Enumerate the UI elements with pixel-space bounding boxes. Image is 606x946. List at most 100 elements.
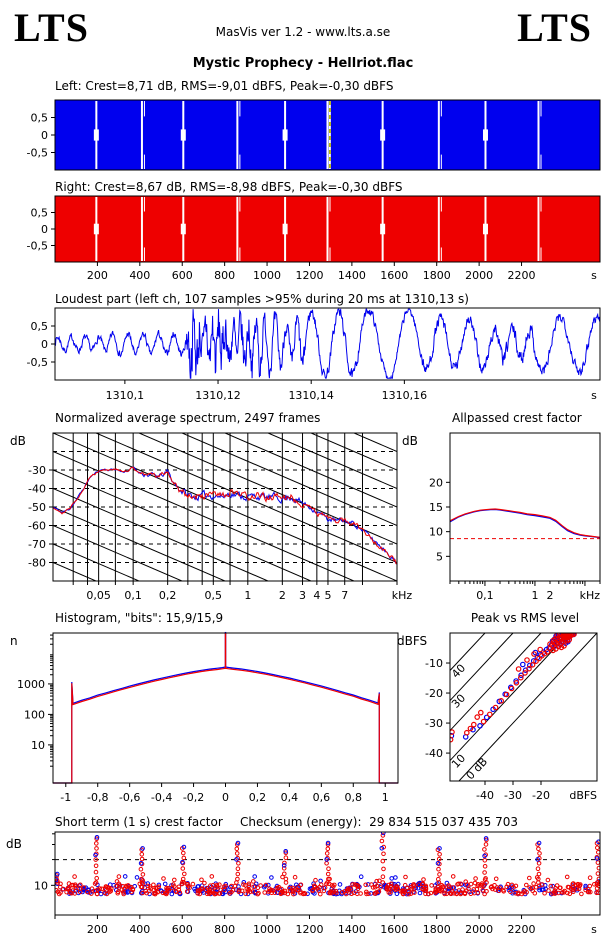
scatter-point <box>326 876 331 882</box>
x-tick-label: 1600 <box>380 269 408 282</box>
scatter-point <box>536 840 542 846</box>
scatter-point <box>377 878 382 884</box>
scatter-point <box>162 881 168 887</box>
scatter-point <box>596 865 600 871</box>
right-channel-stats: Right: Crest=8,67 dB, RMS=-8,98 dBFS, Pe… <box>55 180 403 194</box>
x-axis-unit: kHz <box>580 589 601 602</box>
allpassed-crest-plot: 5 10 15 20 0,1 1 2 kHz dB <box>402 432 601 602</box>
scatter-point <box>483 876 488 881</box>
scatter-point <box>388 889 393 895</box>
scatter-point <box>558 885 563 891</box>
scatter-point <box>93 869 99 875</box>
scatter-point <box>420 881 425 887</box>
scatter-point <box>450 874 456 879</box>
scatter-point <box>558 644 565 651</box>
scatter-point <box>283 880 289 885</box>
scatter-point <box>547 645 554 652</box>
track-gap <box>239 197 241 212</box>
scatter-point <box>209 874 215 879</box>
y-tick-label: -40 <box>425 747 443 760</box>
scatter-point <box>327 890 333 896</box>
scatter-point <box>251 879 256 884</box>
scatter-point <box>337 882 343 887</box>
scatter-point <box>94 841 99 846</box>
scatter-point <box>511 885 516 890</box>
right-waveform-plot: 0,5 0 -0,5 200 400 600 800 1000 1200 1400 1600 1800… <box>27 195 601 282</box>
scatter-point <box>204 891 210 897</box>
x-tick-label: 1200 <box>295 923 323 936</box>
scatter-point <box>459 891 464 896</box>
scatter-point <box>536 876 541 882</box>
scatter-point <box>138 861 144 866</box>
scatter-point <box>169 891 175 897</box>
plot-frame <box>449 632 598 782</box>
scatter-point <box>527 885 533 890</box>
scatter-point <box>125 883 131 888</box>
scatter-point <box>119 887 125 892</box>
scatter-point <box>363 882 369 888</box>
x-tick-label: -0,8 <box>87 791 108 804</box>
track-gap <box>326 197 329 261</box>
scatter-point <box>380 858 386 864</box>
track-gap <box>239 247 241 261</box>
scatter-point <box>587 883 593 889</box>
scatter-point <box>164 891 169 897</box>
scatter-point <box>161 876 166 881</box>
y-tick-label: -40 <box>28 483 46 496</box>
track-gap <box>540 247 542 261</box>
scatter-point <box>140 890 145 896</box>
scatter-point <box>437 846 442 851</box>
scatter-point <box>508 685 515 692</box>
scatter-point <box>545 877 551 883</box>
y-tick-label: -20 <box>425 687 443 700</box>
scatter-point <box>55 877 59 883</box>
scatter-point <box>213 885 218 890</box>
x-tick-label: -20 <box>532 789 550 802</box>
scatter-point <box>552 891 558 896</box>
scatter-point <box>441 884 446 889</box>
track-gap <box>180 129 186 141</box>
scatter-point <box>334 890 339 896</box>
track-gap <box>93 223 99 235</box>
scatter-point <box>281 863 287 868</box>
scatter-point <box>446 883 451 888</box>
scatter-point <box>437 852 442 857</box>
diagonal-label: 0 dB <box>464 755 491 782</box>
slope-guide-line <box>94 433 397 563</box>
scatter-point <box>279 886 284 892</box>
scatter-point <box>482 858 488 863</box>
scatter-point <box>115 890 120 896</box>
plot-frame <box>449 432 601 582</box>
x-tick-label: 200 <box>87 923 108 936</box>
track-gap <box>282 129 288 141</box>
histogram-title: Histogram, "bits": 15,9/15,9 <box>55 611 224 625</box>
scatter-point <box>594 856 600 861</box>
scatter-point <box>464 729 470 736</box>
scatter-point <box>536 846 541 852</box>
scatter-point <box>596 839 600 845</box>
x-tick-label: 5 <box>324 589 331 602</box>
scatter-point <box>550 883 556 889</box>
scatter-point <box>102 890 107 895</box>
scatter-point <box>474 714 481 720</box>
scatter-point <box>473 876 478 881</box>
scatter-point <box>482 847 487 852</box>
track-gap <box>540 101 542 117</box>
scatter-point <box>429 883 434 888</box>
x-tick-label: 4 <box>313 589 320 602</box>
scatter-point <box>321 888 327 894</box>
scatter-point <box>595 860 600 865</box>
y-tick-label: -50 <box>28 501 46 514</box>
scatter-point <box>515 891 521 897</box>
scatter-point <box>570 884 576 890</box>
checksum-text: Checksum (energy): 29 834 515 037 435 70… <box>240 815 518 829</box>
scatter-point <box>89 891 94 896</box>
scatter-point <box>492 704 499 711</box>
x-axis-unit: kHz <box>392 589 413 602</box>
scatter-point <box>165 885 171 891</box>
scatter-point <box>180 866 186 871</box>
track-gap <box>239 101 241 117</box>
scatter-point <box>77 883 82 888</box>
x-tick-label: 2000 <box>465 923 493 936</box>
y-tick-label: 0 <box>41 129 48 142</box>
